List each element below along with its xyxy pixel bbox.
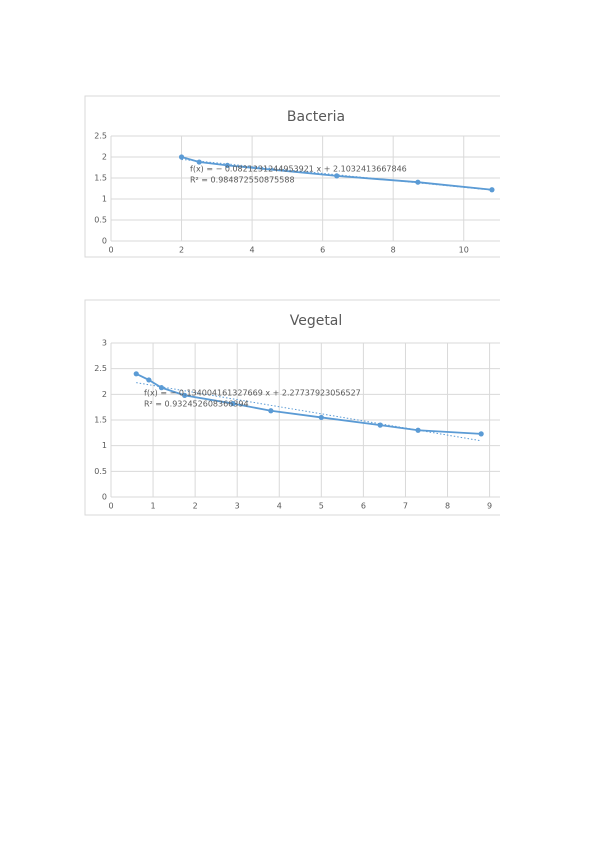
x-tick-label: 0 [108, 246, 113, 255]
data-point [178, 154, 185, 160]
x-tick-label: 4 [250, 246, 255, 255]
y-tick-label: 1.5 [94, 416, 107, 425]
chart-title: Bacteria [287, 109, 345, 125]
y-tick-label: 0 [102, 237, 107, 246]
x-tick-label: 2 [193, 502, 198, 511]
series-line [181, 156, 493, 191]
y-tick-label: 0 [102, 493, 107, 502]
x-tick-label: 0 [108, 502, 113, 511]
data-point [230, 400, 236, 407]
data-point [478, 431, 484, 437]
data-point [182, 392, 188, 398]
x-tick-label: 8 [445, 502, 450, 511]
data-point [146, 377, 152, 383]
x-tick-label: 7 [403, 502, 408, 511]
data-point [268, 408, 274, 414]
data-point [415, 179, 421, 185]
trendline-equation: f(x) = − 0.0821231244953921 x + 2.103241… [190, 165, 407, 174]
y-tick-label: 0.5 [94, 467, 107, 476]
x-tick-label: 6 [361, 502, 366, 511]
trendline-equation: f(x) = − 0.134004161327669 x + 2.2773792… [144, 389, 361, 398]
y-tick-label: 1.5 [94, 174, 107, 183]
data-point [489, 187, 495, 193]
chart-title: Vegetal [290, 313, 343, 329]
trendline-r2: R² = 0.932452608366394 [144, 400, 249, 409]
data-point [415, 427, 421, 433]
series-line [135, 372, 482, 435]
x-tick-label: 10 [459, 246, 469, 255]
chart-frame [84, 95, 500, 258]
trendline-r2: R² = 0.984872550875588 [190, 176, 295, 185]
x-tick-label: 4 [277, 502, 282, 511]
y-tick-label: 1 [102, 195, 107, 204]
y-tick-label: 2.5 [94, 364, 107, 373]
x-tick-label: 2 [179, 246, 184, 255]
data-point [377, 422, 383, 428]
chart-frame [84, 299, 500, 516]
y-tick-label: 2.5 [94, 132, 107, 141]
x-tick-label: 3 [235, 502, 240, 511]
x-tick-label: 6 [320, 246, 325, 255]
x-tick-label: 8 [391, 246, 396, 255]
y-tick-label: 2 [102, 153, 107, 162]
data-point [334, 173, 340, 179]
data-point [196, 159, 202, 165]
data-point [224, 162, 230, 168]
y-tick-label: 1 [102, 441, 107, 450]
x-tick-label: 5 [319, 502, 324, 511]
y-tick-label: 0.5 [94, 216, 107, 225]
data-point [158, 385, 165, 391]
y-tick-label: 2 [102, 390, 107, 399]
data-point [133, 371, 139, 377]
x-tick-label: 9 [487, 502, 492, 511]
y-tick-label: 3 [102, 339, 107, 348]
x-tick-label: 1 [151, 502, 156, 511]
data-point [318, 414, 324, 421]
